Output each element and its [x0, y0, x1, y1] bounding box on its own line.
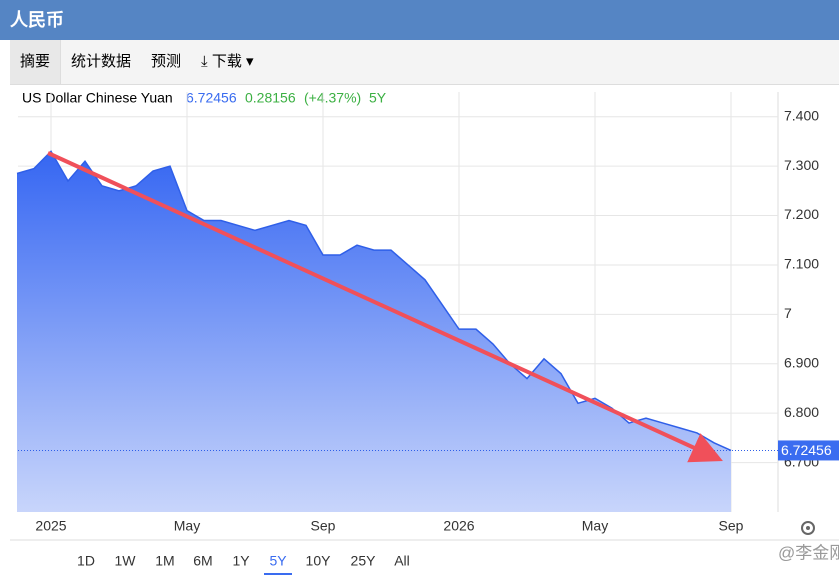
last-value-label: 6.72456 — [781, 442, 832, 458]
range-button[interactable]: 25Y — [351, 553, 377, 569]
x-tick-label: Sep — [719, 518, 744, 534]
x-tick-label: 2026 — [443, 518, 474, 534]
change: 0.28156 — [245, 90, 296, 106]
tab[interactable]: ⤓ 下载 ▾ — [201, 53, 254, 70]
header-title: 人民币 — [0, 0, 839, 40]
tab[interactable]: 摘要 — [10, 40, 62, 84]
tab[interactable]: 统计数据 — [71, 53, 132, 70]
settings-icon[interactable] — [801, 521, 815, 535]
line — [16, 150, 732, 452]
change-percent: (+4.37%) — [304, 90, 361, 106]
tab[interactable]: 预测 — [151, 53, 182, 70]
x-tick-label: Sep — [311, 518, 336, 534]
range-button[interactable]: 6M — [193, 553, 212, 569]
y-tick-label: 7 — [784, 305, 792, 321]
range-button[interactable]: All — [394, 553, 410, 569]
y-tick-label: 7.400 — [784, 107, 819, 123]
range-label: 5Y — [369, 90, 387, 106]
area — [17, 151, 731, 512]
range-button[interactable]: 10Y — [306, 553, 332, 569]
x-tick-label: May — [582, 518, 608, 534]
title: US Dollar Chinese Yuan — [22, 90, 173, 106]
y-tick-label: 7.100 — [784, 256, 819, 272]
tabs: 摘要 统计数据 预测 ⤓ 下载 ▾ — [10, 40, 839, 85]
last-value-box — [778, 440, 839, 461]
range-button[interactable]: 1Y — [232, 553, 250, 569]
y-tick-label: 7.200 — [784, 206, 819, 222]
x-tick-label: 2025 — [35, 518, 66, 534]
range-button[interactable]: 1D — [77, 553, 95, 569]
x-tick-label: May — [174, 518, 200, 534]
y-tick-label: 7.300 — [784, 157, 819, 173]
annotation-arrow — [47, 151, 723, 463]
y-tick-label: 6.800 — [784, 404, 819, 420]
y-tick-label: 6.900 — [784, 354, 819, 370]
range-button[interactable]: 1M — [155, 553, 174, 569]
last-value: 6.72456 — [186, 90, 237, 106]
range-button[interactable]: 5Y — [269, 553, 287, 569]
y-tick-label: 6.700 — [784, 453, 819, 469]
watermark: @李金刚 — [778, 543, 839, 562]
range-button[interactable]: 1W — [115, 553, 137, 569]
